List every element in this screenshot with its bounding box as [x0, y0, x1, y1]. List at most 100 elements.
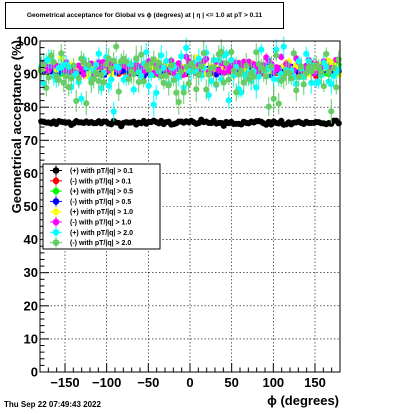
legend-marker [52, 198, 60, 205]
data-point [213, 81, 220, 88]
legend-label: (-) with pT/|q| > 2.0 [70, 240, 131, 247]
y-axis-label: Geometrical acceptance (%) [9, 40, 24, 213]
data-point [113, 43, 120, 50]
data-point [100, 79, 107, 86]
legend-marker [52, 167, 60, 174]
legend-label: (-) with pT/|q| > 1.0 [70, 220, 131, 227]
data-point [183, 44, 190, 52]
legend-marker [52, 218, 60, 226]
legend-label: (+) with pT/|q| > 1.0 [70, 209, 133, 216]
data-point [245, 75, 252, 83]
data-point [80, 71, 87, 78]
data-point [233, 89, 240, 96]
data-point [153, 65, 160, 72]
legend-marker [52, 208, 60, 215]
chart-title: Geometrical acceptance for Global vs ϕ (… [26, 12, 263, 19]
data-point [43, 84, 50, 91]
data-point [328, 108, 335, 115]
data-point [303, 50, 310, 57]
data-point [223, 60, 230, 67]
data-point [153, 89, 160, 96]
data-point [55, 76, 62, 84]
data-point [333, 84, 340, 91]
data-point [78, 95, 85, 102]
x-axis-label: ϕ (degrees) [267, 393, 339, 408]
legend-marker [52, 187, 60, 195]
data-point [40, 61, 47, 68]
data-point [198, 63, 205, 70]
data-point [108, 65, 115, 72]
data-point [298, 63, 305, 70]
data-point [73, 70, 80, 77]
data-point [110, 108, 117, 115]
y-tick-label: 90 [24, 67, 38, 82]
data-point [170, 77, 177, 84]
data-point [228, 48, 235, 56]
legend-marker [52, 239, 60, 246]
data-point [243, 62, 250, 69]
data-point [145, 82, 152, 89]
legend-label: (-) with pT/|q| > 0.5 [70, 199, 131, 206]
data-point [150, 101, 157, 108]
data-point [148, 72, 155, 79]
data-point [80, 58, 87, 65]
data-point [150, 56, 157, 63]
x-tick-label: 100 [262, 375, 284, 390]
data-point [123, 58, 130, 65]
data-point [300, 81, 307, 88]
y-tick-label: 20 [24, 298, 38, 313]
data-point [280, 75, 287, 82]
data-point [85, 61, 92, 69]
data-point [58, 50, 65, 57]
y-tick-label: 40 [24, 232, 38, 247]
data-point [105, 55, 112, 62]
data-point [225, 76, 232, 83]
data-point [125, 75, 132, 83]
data-point [68, 75, 75, 82]
data-point [163, 57, 170, 65]
data-point [130, 71, 137, 78]
y-tick-label: 10 [24, 331, 38, 346]
data-point [200, 50, 207, 57]
data-point [273, 52, 280, 59]
x-tick-label: −150 [50, 375, 79, 390]
data-point [190, 63, 197, 70]
data-point [330, 65, 337, 72]
data-point [65, 84, 72, 91]
data-point [140, 78, 147, 85]
data-point [138, 51, 145, 58]
y-tick-label: 100 [16, 34, 38, 49]
data-point [48, 52, 55, 59]
data-point [185, 80, 192, 87]
data-point [220, 79, 227, 86]
data-point [90, 75, 97, 82]
data-point [138, 72, 145, 79]
data-point [253, 84, 260, 91]
x-tick-label: 150 [304, 375, 326, 390]
data-point [263, 73, 270, 80]
data-point [175, 60, 182, 67]
data-point [178, 53, 185, 60]
data-point [328, 81, 335, 88]
data-point [203, 86, 210, 93]
series-8 [38, 39, 342, 124]
data-point [60, 79, 67, 87]
y-tick-label: 30 [24, 265, 38, 280]
y-tick-label: 60 [24, 166, 38, 181]
data-point [115, 64, 122, 71]
data-point [130, 86, 137, 93]
y-tick-label: 50 [24, 199, 38, 214]
data-point [163, 72, 170, 79]
data-point [93, 70, 100, 77]
data-point [215, 67, 222, 74]
data-point [230, 67, 237, 74]
legend: (+) with pT/|q| > 0.1 (-) with pT/|q| > 0… [42, 163, 161, 250]
data-point [218, 48, 225, 55]
legend-label: (-) with pT/|q| > 0.1 [70, 178, 131, 185]
data-point [135, 78, 142, 86]
data-point [228, 56, 235, 64]
data-point [165, 82, 172, 89]
plot-area [38, 36, 342, 130]
data-point [95, 78, 102, 85]
data-point [335, 120, 342, 127]
